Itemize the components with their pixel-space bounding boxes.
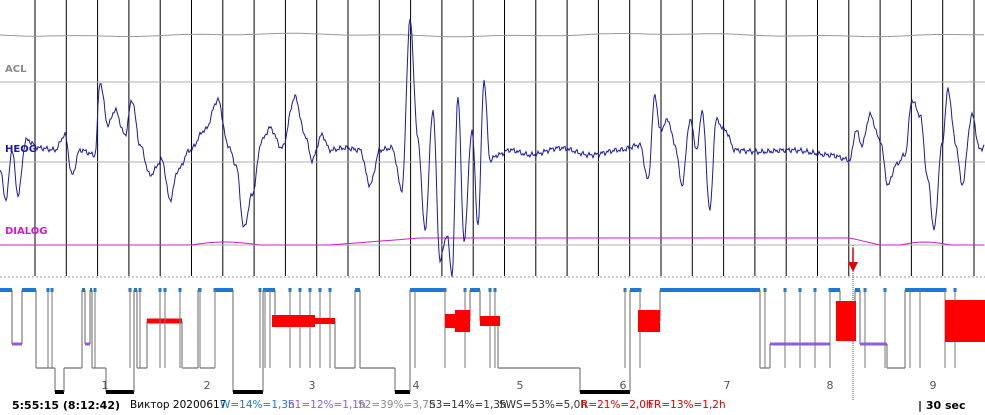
hypnogram[interactable] xyxy=(0,288,985,394)
time-grid xyxy=(34,0,975,276)
stat-sws: SWS=53%=5,0h xyxy=(499,399,587,411)
stat-r: R=21%=2,0h xyxy=(581,399,653,411)
hour-tick-label: 3 xyxy=(309,379,316,392)
rem-block xyxy=(455,310,470,332)
heog-trace xyxy=(0,19,985,278)
dialog-trace xyxy=(0,237,984,246)
stat-w: W=14%=1,3h xyxy=(220,399,295,411)
epoch-length-value: 30 sec xyxy=(925,399,966,412)
stat-s1: S1=12%=1,1h xyxy=(288,399,366,411)
hour-tick-label: 5 xyxy=(517,379,524,392)
hour-tick-label: 1 xyxy=(102,379,109,392)
epoch-length[interactable]: | 30 sec xyxy=(918,399,966,412)
dialog-label[interactable]: DIALOG xyxy=(5,226,48,237)
stat-s3: S3=14%=1,3h xyxy=(429,399,507,411)
rem-block xyxy=(836,301,856,341)
hypnogram-hour-ticks: 1 2 3 4 5 6 7 8 9 xyxy=(102,379,937,392)
hour-tick-label: 2 xyxy=(204,379,211,392)
record-name: Виктор 20200617 xyxy=(130,399,227,411)
position-arrow-head-icon xyxy=(848,262,858,272)
rem-block xyxy=(272,315,315,327)
start-time: 5:55:15 (8:12:42) xyxy=(12,399,121,412)
stat-fr: FR=13%=1,2h xyxy=(648,399,726,411)
status-bar: 5:55:15 (8:12:42) Виктор 20200617 W=14%=… xyxy=(0,395,985,415)
rem-block xyxy=(480,316,500,326)
hour-tick-label: 6 xyxy=(620,379,627,392)
rem-block xyxy=(315,318,335,324)
hour-tick-label: 9 xyxy=(930,379,937,392)
hour-tick-label: 7 xyxy=(724,379,731,392)
stat-s2: S2=39%=3,7h xyxy=(358,399,436,411)
rem-block xyxy=(945,300,985,342)
hour-tick-label: 4 xyxy=(413,379,420,392)
heog-label[interactable]: HEOG xyxy=(5,144,37,155)
acl-trace xyxy=(0,32,984,38)
hour-tick-label: 8 xyxy=(827,379,834,392)
acl-label[interactable]: ACL xyxy=(5,64,27,75)
rem-block xyxy=(638,310,660,332)
position-marker[interactable] xyxy=(848,245,858,400)
